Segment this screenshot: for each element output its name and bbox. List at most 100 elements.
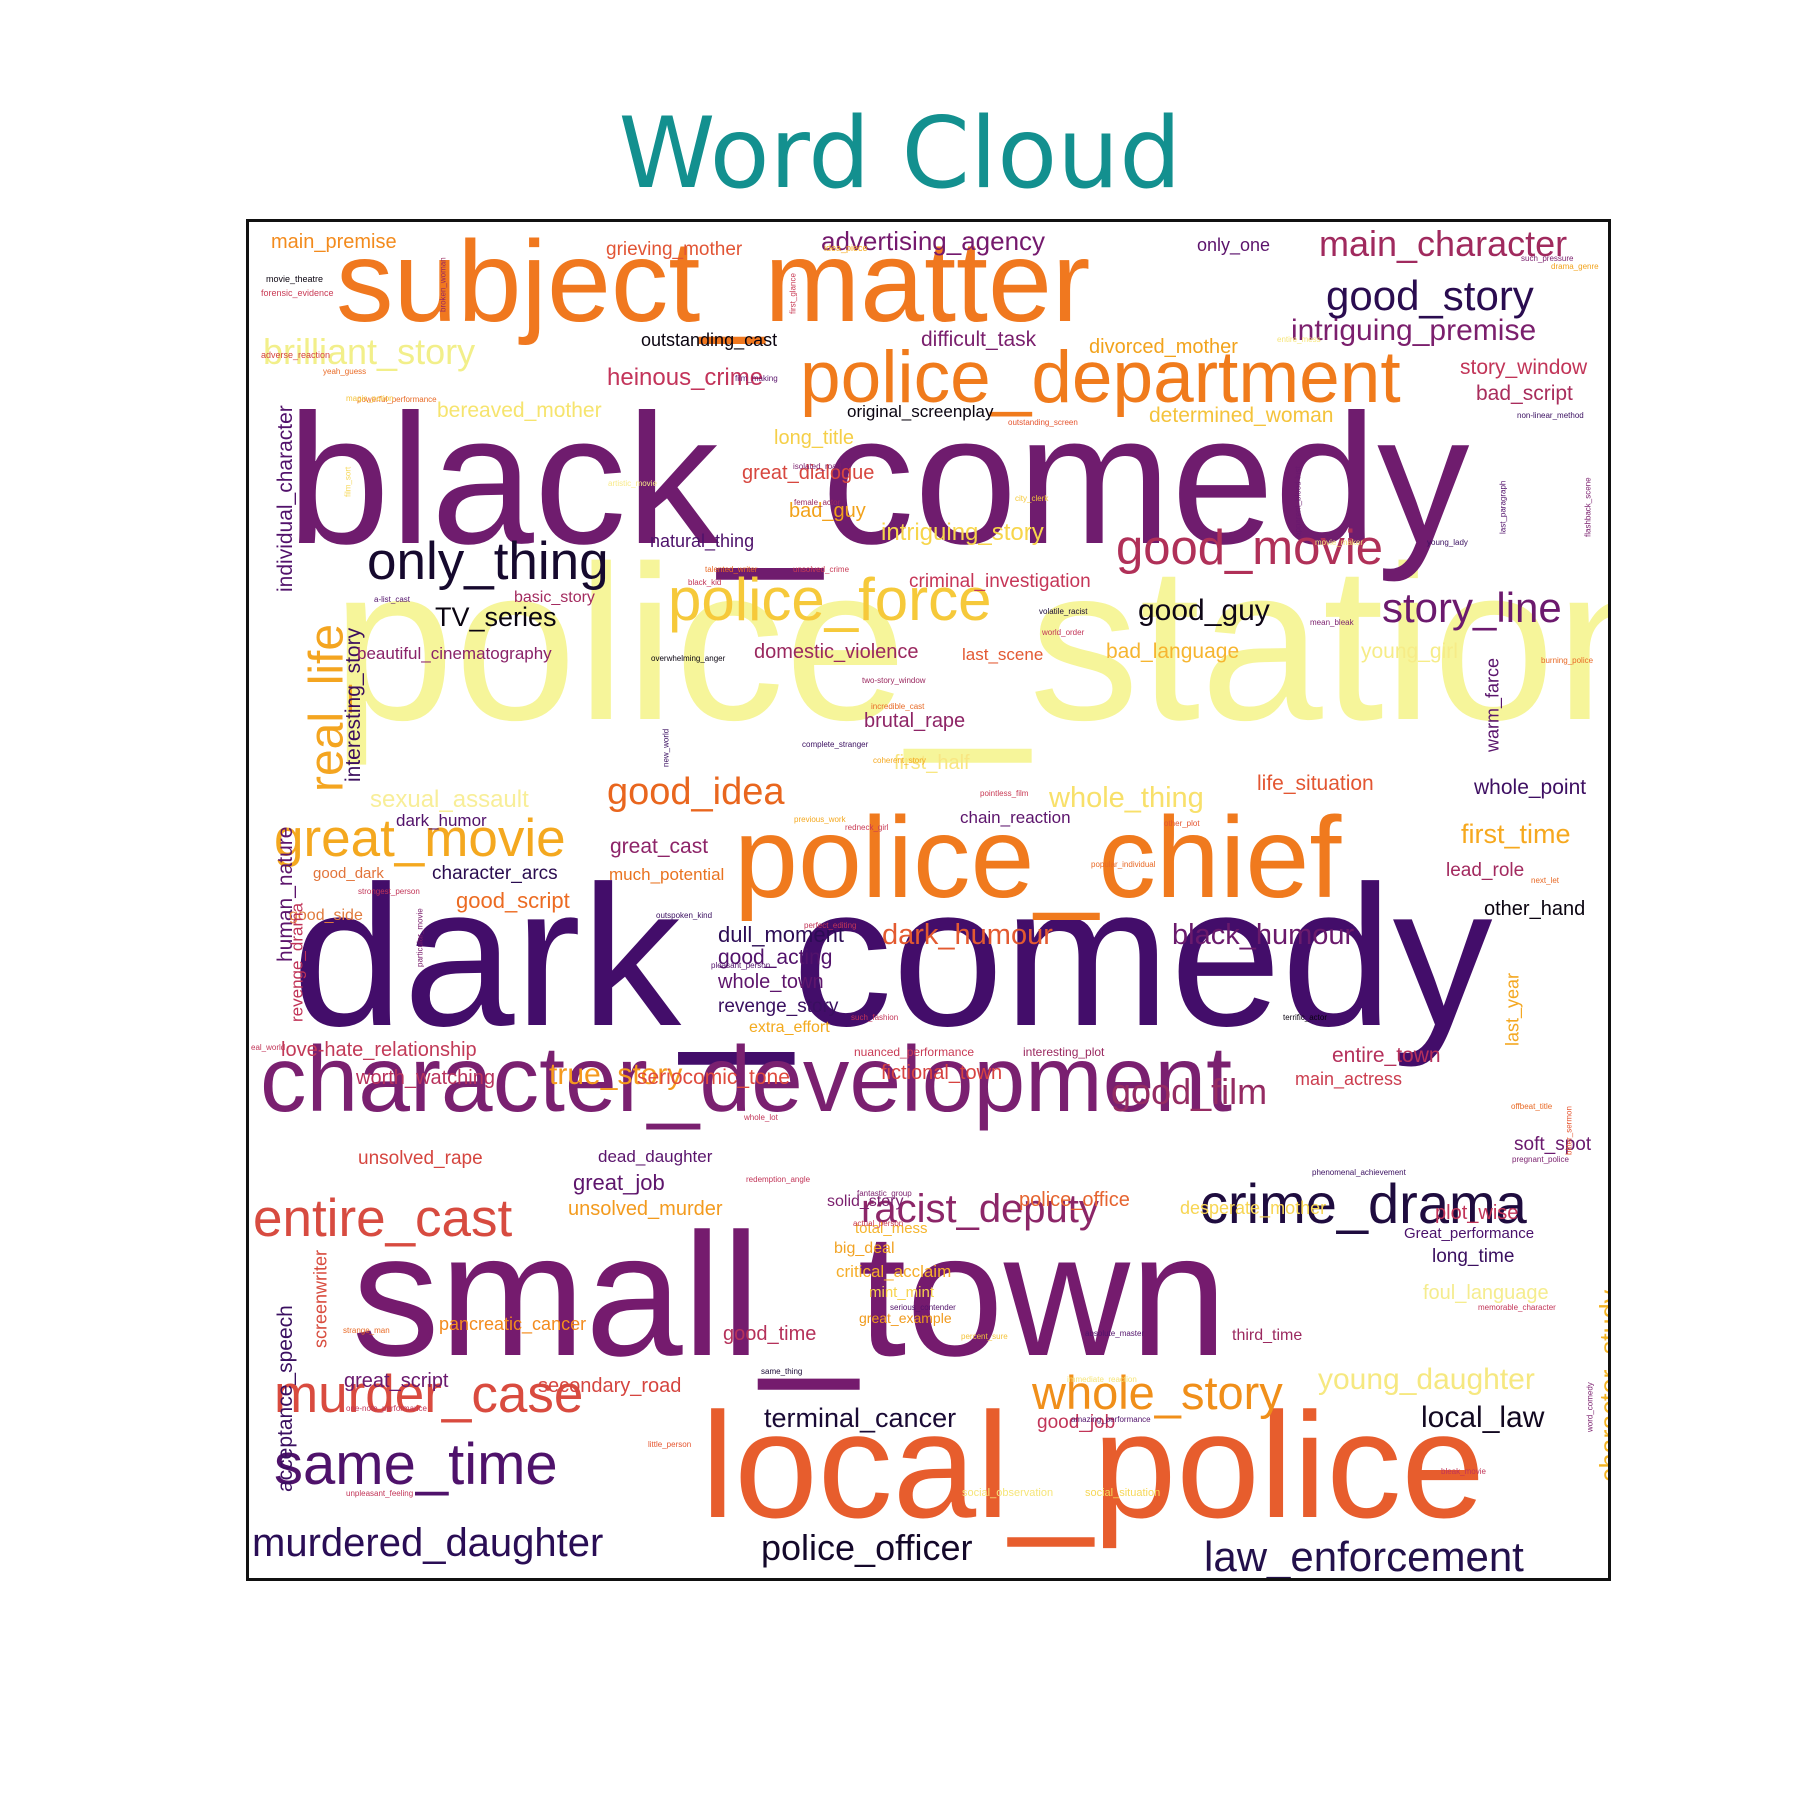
- word-young-girl: young_girl: [1361, 640, 1458, 663]
- word-intriguing-story: intriguing_story: [881, 519, 1044, 546]
- word-entire-mess: entire_mess: [1277, 335, 1321, 344]
- word-plot-wise: plot_wise: [1435, 1202, 1518, 1224]
- word-long-time: long_time: [1432, 1246, 1514, 1267]
- word-apparent-blood-lust: apparent_blood-lust: [1293, 466, 1302, 537]
- word-dark-humour: dark_humour: [882, 919, 1053, 951]
- word-mint-mint: mint_mint: [869, 1284, 935, 1301]
- word-other-hand: other_hand: [1484, 898, 1585, 920]
- word-other-plot: other_plot: [1164, 819, 1200, 828]
- word-good-dark: good_dark: [313, 865, 384, 882]
- word-unsolved-murder: unsolved_murder: [568, 1198, 723, 1220]
- word-young-lady: young_lady: [1427, 538, 1468, 547]
- word-isolated-road: isolated_road: [793, 462, 841, 471]
- word-solid-story: solid_story: [827, 1193, 903, 1210]
- word-good-acting: good_acting: [718, 946, 832, 969]
- word-good-time: good_time: [723, 1323, 816, 1345]
- word-cloud-frame: police_station dark_comedy black_comedy sma…: [246, 219, 1611, 1581]
- word-racist-deputy: racist_deputy: [861, 1187, 1099, 1231]
- word-original-screenplay: original_screenplay: [847, 402, 994, 421]
- word-strange-man: strange_man: [343, 1326, 390, 1335]
- word-dull-moment: dull_moment: [718, 922, 844, 947]
- word-main-actress: main_actress: [1295, 1069, 1402, 1090]
- word-bad-guy: bad_guy: [789, 500, 866, 522]
- word-little-person: little_person: [648, 1440, 691, 1449]
- word-secondary-road: secondary_road: [538, 1375, 681, 1397]
- word-critical-acclaim: critical_acclaim: [836, 1262, 951, 1281]
- word-natural-thing: natural_thing: [650, 531, 754, 552]
- word-last-scene: last_scene: [962, 645, 1043, 664]
- word-difficult-task: difficult_task: [921, 328, 1037, 351]
- word-murder-case: murder_case: [274, 1365, 583, 1424]
- word-talented-writer: talented_writer: [705, 565, 758, 574]
- word-police-department: police_department: [800, 337, 1401, 418]
- word-redneck-girl: redneck_girl: [845, 823, 889, 832]
- word-life-situation: life_situation: [1257, 772, 1374, 795]
- word-whole-lot: whole_lot: [743, 1113, 779, 1122]
- word-main-premise: main_premise: [271, 231, 397, 253]
- word-domestic-violence: domestic_violence: [754, 641, 919, 663]
- word-eal-world: eal_world: [251, 1043, 285, 1052]
- word-memorable-character: memorable_character: [1478, 1303, 1556, 1312]
- word-interesting-plot: interesting_plot: [1023, 1045, 1105, 1059]
- word-outstanding-cast: outstanding_cast: [641, 330, 777, 351]
- word-crime-drama: crime_drama: [1200, 1172, 1528, 1235]
- word-beautiful-cinematography: beautiful_cinematography: [357, 644, 552, 663]
- word-previous-work: previous_work: [794, 815, 847, 824]
- word-social-situation: social_situation: [1085, 1487, 1160, 1499]
- word-unpleasant-feeling: unpleasant_feeling: [346, 1489, 413, 1498]
- word-good-film: good_film: [1111, 1071, 1267, 1112]
- word-burning-police: burning_police: [1541, 656, 1594, 665]
- word-mean-bleak: mean_bleak: [1310, 618, 1355, 627]
- word-lead-role: lead_role: [1446, 860, 1524, 881]
- word-revenge-story: revenge_story: [718, 996, 839, 1017]
- word-extra-effort: extra_effort: [749, 1019, 830, 1036]
- word-whole-town: whole_town: [717, 971, 824, 993]
- word-brilliant-story: brilliant_story: [263, 331, 475, 372]
- word-particular-movie: particular_movie: [415, 908, 424, 967]
- word-same-time: same_time: [274, 1432, 558, 1497]
- word-non-linear-method: non-linear_method: [1517, 411, 1584, 420]
- word-subject-matter: subject_matter: [336, 222, 1090, 346]
- word-police-station: police_station: [332, 520, 1608, 766]
- word-desperate-mother: desperate_mother: [1180, 1198, 1326, 1219]
- word-total-mess: total_mess: [855, 1220, 928, 1237]
- word-black-kid: black_kid: [688, 578, 721, 587]
- word-whole-story: whole_story: [1031, 1366, 1283, 1419]
- word-young-daughter: young_daughter: [1318, 1363, 1535, 1396]
- word-only-thing: only_thing: [367, 532, 609, 591]
- word-good-side: good_side: [289, 907, 363, 924]
- word-female-actor: female_actor: [794, 498, 841, 507]
- word-broken-woman: broken_woman: [438, 257, 447, 312]
- word-black-humour: black_humour: [1172, 919, 1354, 951]
- word-great-cast: great_cast: [610, 835, 708, 858]
- word-human-nature: human_nature: [274, 827, 297, 962]
- word-popular-individual: popular_individual: [1091, 860, 1156, 869]
- word-fictional-town: fictional_town: [881, 1062, 1002, 1084]
- word-movie-theatre: movie_theatre: [266, 274, 323, 284]
- word-main-character: main_character: [1319, 223, 1567, 264]
- word-divorced-mother: divorced_mother: [1089, 336, 1238, 358]
- word-bitter-sermon: bitter_sermon: [1564, 1106, 1573, 1155]
- word-adverse-reaction: adverse_reaction: [261, 350, 330, 360]
- word-dark-comedy: dark_comedy: [292, 845, 1493, 1068]
- word-local-police: local_police: [701, 1381, 1485, 1549]
- word-police-chief: police_chief: [734, 794, 1342, 922]
- word-character-arcs: character_arcs: [432, 863, 558, 884]
- word-next-let: next_let: [1531, 876, 1560, 885]
- word-phenomenal-achievement: phenomenal_achievement: [1312, 1168, 1407, 1177]
- word-outspoken-kind: outspoken_kind: [656, 911, 712, 920]
- word-such-pressure: such_pressure: [1521, 254, 1574, 263]
- word-story-window: story_window: [1460, 356, 1588, 379]
- word-film-sort: film_sort: [343, 466, 352, 497]
- word-entire-town: entire_town: [1332, 1044, 1441, 1067]
- word-seriocomic-tone: seriocomic_tone: [637, 1066, 790, 1089]
- word-volatile-racist: volatile_racist: [1039, 607, 1088, 616]
- word-revenge-drama: revenge_drama: [288, 902, 307, 1022]
- word-character-study: character_study: [1595, 1289, 1608, 1482]
- word-complete-stranger: complete_stranger: [802, 740, 869, 749]
- word-murdered-daughter: murdered_daughter: [252, 1521, 603, 1565]
- word-a-list-cast: a-list_cast: [374, 595, 411, 604]
- word-advertising-agency: advertising_agency: [821, 226, 1045, 256]
- word-whole-point: whole_point: [1473, 776, 1586, 799]
- word-sexual-assault: sexual_assault: [370, 786, 529, 813]
